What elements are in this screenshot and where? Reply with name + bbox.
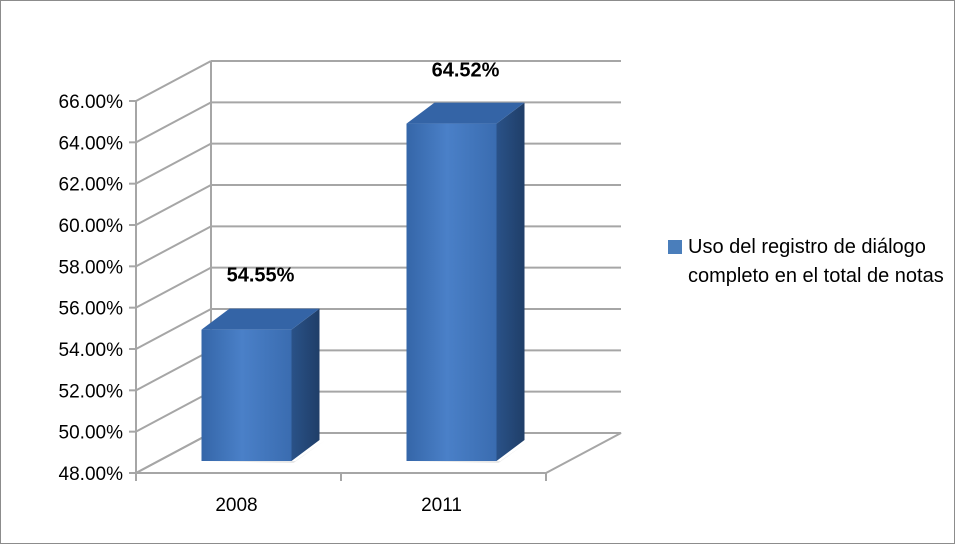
legend: Uso del registro de diálogo completo en … [668,233,948,291]
x-tick-label: 2011 [421,495,462,516]
bar-top-2011 [406,102,525,124]
data-label-2011: 64.52% [432,60,500,82]
chart-floor [135,432,622,474]
legend-label: Uso del registro de diálogo completo en … [688,236,944,287]
x-tick-label: 2008 [215,495,257,516]
side-gridline [135,184,212,226]
x-axis-labels: 2008 2011 [215,495,462,516]
bar-side-2008 [291,308,320,461]
y-tick-label: 52.00% [59,381,124,402]
legend-swatch [668,240,682,254]
bar-2011 [406,123,497,461]
side-gridline [135,101,212,144]
y-tick-label: 62.00% [59,175,124,196]
side-gridline [135,60,212,102]
side-gridline [135,349,212,392]
y-tick-label: 64.00% [59,133,124,154]
bar-side-2011 [496,102,525,461]
y-tick-label: 54.00% [59,340,124,361]
side-gridline [135,225,212,268]
bars-group [201,102,531,463]
side-gridline [135,142,212,185]
side-gridline [135,390,212,433]
y-tick-label: 48.00% [59,464,124,485]
y-tick-label: 66.00% [59,92,124,113]
data-labels: 54.55% 64.52% [227,60,500,287]
data-label-2008: 54.55% [227,265,295,287]
y-tick-label: 58.00% [59,257,124,278]
bar-2008 [201,329,292,461]
bar-top-2008 [201,308,320,330]
y-tick-label: 50.00% [59,423,124,444]
side-gridline [135,308,212,350]
y-tick-label: 56.00% [59,299,124,320]
side-gridline [135,266,212,309]
y-axis-ticks: 48.00% 50.00% 52.00% 54.00% 56.00% 58.00% 60.0… [59,92,124,485]
y-tick-label: 60.00% [59,216,124,237]
